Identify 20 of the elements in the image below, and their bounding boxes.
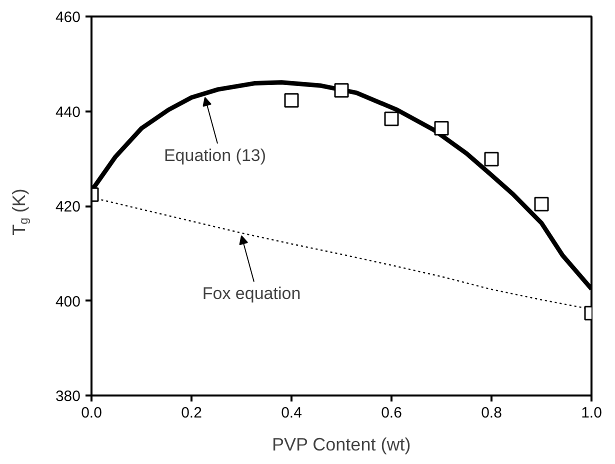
x-tick-label: 0.0 — [81, 404, 102, 422]
annotation: Fox equation — [202, 284, 301, 304]
y-tick-label: 460 — [55, 9, 81, 26]
point — [434, 121, 449, 136]
x-tick-label: 0.4 — [281, 404, 302, 422]
y-tick-label: 400 — [55, 293, 81, 310]
y-tick-label: 440 — [55, 104, 81, 121]
x-axis-title: PVP Content (wt) — [272, 434, 411, 454]
point — [484, 152, 499, 166]
point — [284, 93, 299, 108]
y-tick-label: 380 — [55, 388, 81, 405]
point — [534, 196, 549, 212]
point — [334, 83, 349, 98]
y-tick-label: 420 — [55, 198, 81, 216]
annotation: Equation (13) — [164, 146, 266, 165]
x-tick-label: 0.8 — [481, 404, 502, 422]
x-tick-label: 0.6 — [381, 404, 402, 422]
x-tick-label: 0.2 — [181, 404, 202, 422]
x-tick-label: 1.0 — [581, 404, 602, 422]
point — [384, 112, 399, 126]
